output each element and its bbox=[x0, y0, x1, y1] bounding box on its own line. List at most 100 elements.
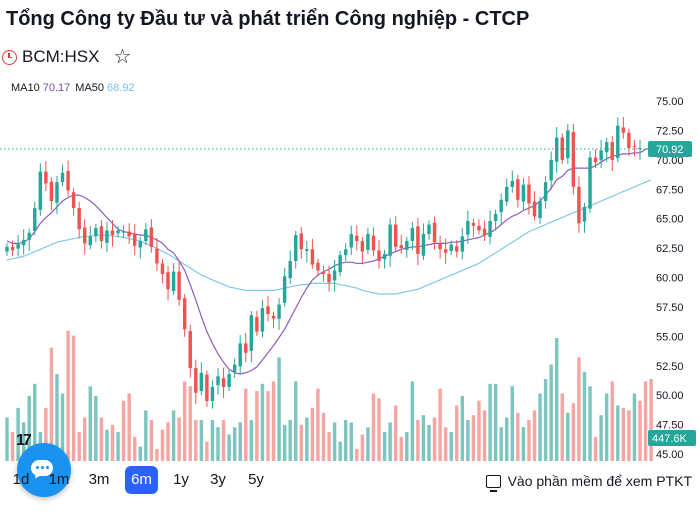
volume-bar bbox=[643, 381, 648, 461]
candle bbox=[294, 231, 298, 269]
candle-body bbox=[393, 224, 398, 247]
candle-body bbox=[33, 208, 37, 232]
candle-body bbox=[105, 230, 109, 243]
candle-body bbox=[455, 246, 459, 252]
candle bbox=[443, 238, 448, 264]
price-axis-label: 67.50 bbox=[656, 184, 684, 196]
candle-body bbox=[27, 232, 31, 240]
volume-bar bbox=[332, 422, 337, 461]
volume-bar bbox=[182, 381, 187, 461]
candle-body bbox=[199, 372, 204, 392]
volume-bar bbox=[554, 338, 559, 461]
page-title: Tổng Công ty Đầu tư và phát triển Công n… bbox=[6, 8, 530, 30]
volume-bar bbox=[21, 422, 26, 461]
candle-body bbox=[316, 262, 320, 271]
tradingview-logo-icon: 17 bbox=[16, 432, 32, 449]
candle bbox=[221, 367, 226, 399]
candle bbox=[604, 138, 609, 162]
last-volume-tag bbox=[648, 430, 696, 446]
candle bbox=[299, 227, 304, 259]
candle-body bbox=[221, 378, 226, 387]
open-app-link[interactable]: Vào phần mềm để xem PTKT bbox=[485, 473, 692, 492]
range-3y-button[interactable]: 3y bbox=[210, 471, 226, 488]
volume-bar bbox=[527, 420, 531, 461]
candle-body bbox=[244, 343, 248, 353]
range-1m-button[interactable]: 1m bbox=[48, 471, 70, 488]
candle-body bbox=[155, 248, 159, 264]
candle bbox=[49, 177, 54, 211]
volume-bar bbox=[471, 415, 476, 461]
candle bbox=[144, 223, 148, 246]
volume-bar bbox=[144, 410, 148, 461]
ma10-value: 70.17 bbox=[42, 82, 71, 94]
candle bbox=[571, 123, 576, 195]
candle-body bbox=[5, 246, 9, 252]
candle-body bbox=[288, 261, 292, 279]
ma50-value: 68.92 bbox=[107, 82, 135, 94]
candle bbox=[244, 332, 248, 363]
candle bbox=[55, 175, 59, 214]
candle bbox=[110, 219, 115, 247]
price-chart[interactable]: 75.00 72.50 70.00 67.50 65.00 62.50 60.00 57.50… bbox=[0, 0, 700, 466]
candle bbox=[199, 362, 204, 396]
range-3m-button[interactable]: 3m bbox=[88, 471, 110, 488]
candle-body bbox=[194, 368, 198, 393]
candle-body bbox=[527, 184, 531, 204]
candle-body bbox=[410, 228, 415, 242]
candle bbox=[438, 235, 442, 259]
candle bbox=[327, 265, 331, 292]
candle-body bbox=[332, 270, 337, 281]
price-axis-label: 62.50 bbox=[656, 243, 684, 255]
candle-body bbox=[610, 142, 614, 160]
candle-body bbox=[138, 241, 142, 248]
candle bbox=[238, 335, 242, 374]
candle-body bbox=[621, 127, 626, 133]
price-axis-label: 45.00 bbox=[656, 449, 684, 461]
candle-body bbox=[355, 235, 359, 242]
candle-body bbox=[60, 172, 65, 183]
candle bbox=[99, 220, 104, 249]
candle-body bbox=[77, 208, 81, 230]
candle-body bbox=[466, 221, 470, 235]
candle bbox=[305, 240, 309, 263]
candle bbox=[577, 176, 581, 233]
candle bbox=[582, 202, 587, 233]
candle-body bbox=[88, 236, 93, 246]
volume-bar bbox=[244, 388, 248, 461]
range-5y-button[interactable]: 5y bbox=[248, 471, 264, 488]
candle bbox=[349, 225, 353, 256]
candle-body bbox=[21, 239, 26, 246]
volume-bar bbox=[566, 412, 570, 461]
volume-bar bbox=[33, 383, 37, 461]
candle-body bbox=[171, 271, 176, 292]
candle-body bbox=[560, 137, 564, 160]
candle-body bbox=[255, 316, 259, 332]
candle-body bbox=[416, 226, 420, 254]
volume-bar bbox=[382, 432, 387, 461]
candle-body bbox=[121, 231, 126, 233]
chat-button[interactable] bbox=[17, 443, 71, 497]
range-6m-button[interactable]: 6m bbox=[125, 466, 158, 494]
volume-bar bbox=[49, 347, 54, 461]
candle-body bbox=[532, 201, 537, 217]
ticker-symbol: BCM:HSX bbox=[22, 47, 100, 66]
candle bbox=[410, 221, 415, 251]
price-axis-label: 55.00 bbox=[656, 331, 684, 343]
volume-bar bbox=[194, 420, 198, 461]
range-1y-button[interactable]: 1y bbox=[173, 471, 189, 488]
range-1d-button[interactable]: 1d bbox=[12, 471, 30, 488]
candle-body bbox=[210, 386, 215, 402]
candle-body bbox=[310, 249, 315, 265]
candle-body bbox=[83, 227, 87, 244]
star-icon[interactable]: ☆ bbox=[113, 46, 132, 68]
candle-body bbox=[110, 230, 115, 236]
candle bbox=[493, 209, 498, 231]
ma10-label: MA10 bbox=[11, 82, 40, 94]
candle bbox=[560, 133, 564, 164]
candle bbox=[88, 225, 93, 250]
price-axis-label: 65.00 bbox=[656, 214, 684, 226]
volume-bar bbox=[305, 417, 309, 461]
candle-body bbox=[149, 227, 154, 247]
candle bbox=[527, 176, 531, 215]
candle bbox=[194, 359, 198, 404]
